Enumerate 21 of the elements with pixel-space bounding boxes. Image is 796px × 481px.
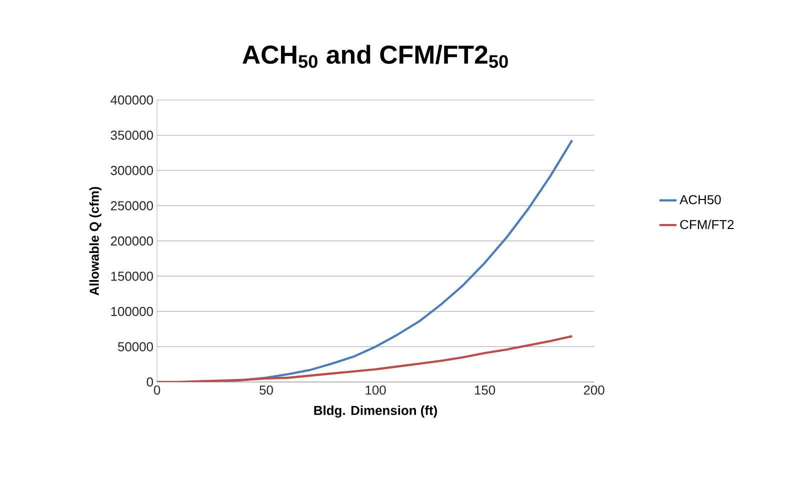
x-axis-title: Bldg. Dimension (ft) (314, 406, 437, 418)
y-tick-label: 150000 (111, 272, 153, 281)
y-tick-label: 300000 (110, 166, 153, 176)
x-tick-label: 100 (366, 386, 386, 395)
line-series (221, 139, 574, 382)
y-tick-label: 250000 (110, 201, 153, 210)
y-tick-label: 200000 (110, 236, 153, 246)
x-tick-label: 150 (474, 386, 496, 395)
y-tick-label: 350000 (110, 130, 153, 140)
x-tick-label: 200 (584, 386, 604, 395)
y-axis-title: Allowable Q (cfm) (89, 186, 102, 296)
x-tick-label: 0 (154, 386, 160, 395)
chart-title: ACH$_{50}$ and CFM/FT2$_{50}$ (242, 44, 508, 68)
legend-label: ACH50 (680, 195, 721, 204)
x-tick-label: 50 (260, 386, 273, 395)
y-tick-label: 50000 (118, 342, 153, 352)
y-tick-label: 100000 (111, 306, 153, 316)
legend-label: CFM/FT2 (680, 220, 734, 230)
y-tick-label: 0 (146, 377, 153, 387)
line-series (157, 335, 574, 382)
y-tick-label: 400000 (110, 95, 153, 105)
